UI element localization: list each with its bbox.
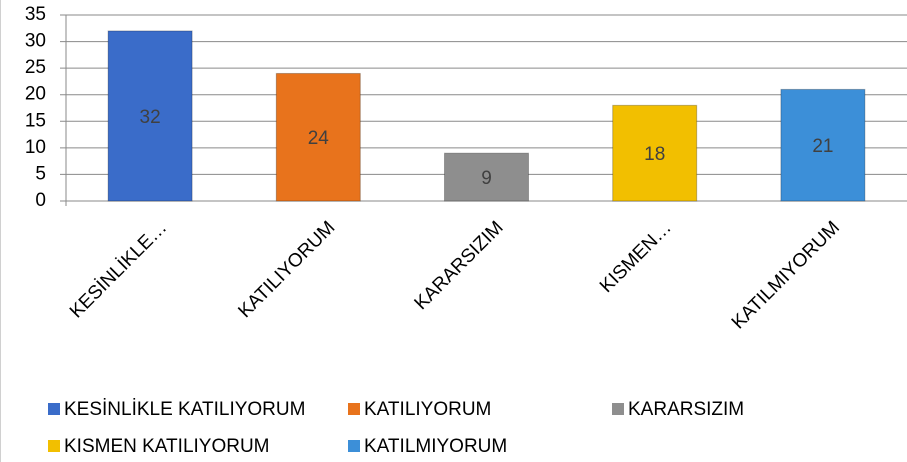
bar [444, 152, 529, 202]
y-tick-label: 35 [25, 4, 46, 25]
data-label: 32 [140, 107, 161, 128]
legend-swatch [48, 403, 60, 415]
data-label: 9 [481, 168, 492, 189]
bar [612, 104, 698, 202]
legend-swatch [48, 440, 60, 452]
legend-swatch [348, 440, 360, 452]
y-tick-label: 10 [25, 137, 46, 158]
data-label: 24 [308, 128, 330, 149]
x-tick-label: KATILIYORUM [234, 217, 339, 322]
y-tick-label: 20 [25, 84, 46, 105]
legend-label: KARARSIZIM [628, 399, 744, 420]
data-label: 21 [812, 136, 833, 157]
y-tick-label: 15 [25, 110, 46, 131]
data-label: 18 [644, 144, 665, 165]
legend-label: KISMEN KATILIYORUM [64, 436, 270, 457]
x-tick-label: KESİNLİKLE… [66, 217, 171, 322]
y-tick-label: 0 [35, 190, 46, 211]
legend-label: KESİNLİKLE KATILIYORUM [64, 399, 305, 420]
legend-label: KATILIYORUM [364, 399, 491, 420]
bar [275, 72, 361, 202]
y-tick-label: 25 [25, 57, 46, 78]
x-tick-label: KATILMIYORUM [728, 217, 844, 333]
bar [107, 30, 193, 202]
x-tick-label: KISMEN… [596, 217, 676, 297]
y-tick-label: 5 [35, 163, 46, 184]
legend-swatch [348, 403, 360, 415]
legend-label: KATILMIYORUM [364, 436, 507, 457]
legend-swatch [612, 403, 624, 415]
bar [780, 88, 866, 202]
x-tick-label: KARARSIZIM [411, 217, 508, 314]
y-tick-label: 30 [25, 31, 46, 52]
